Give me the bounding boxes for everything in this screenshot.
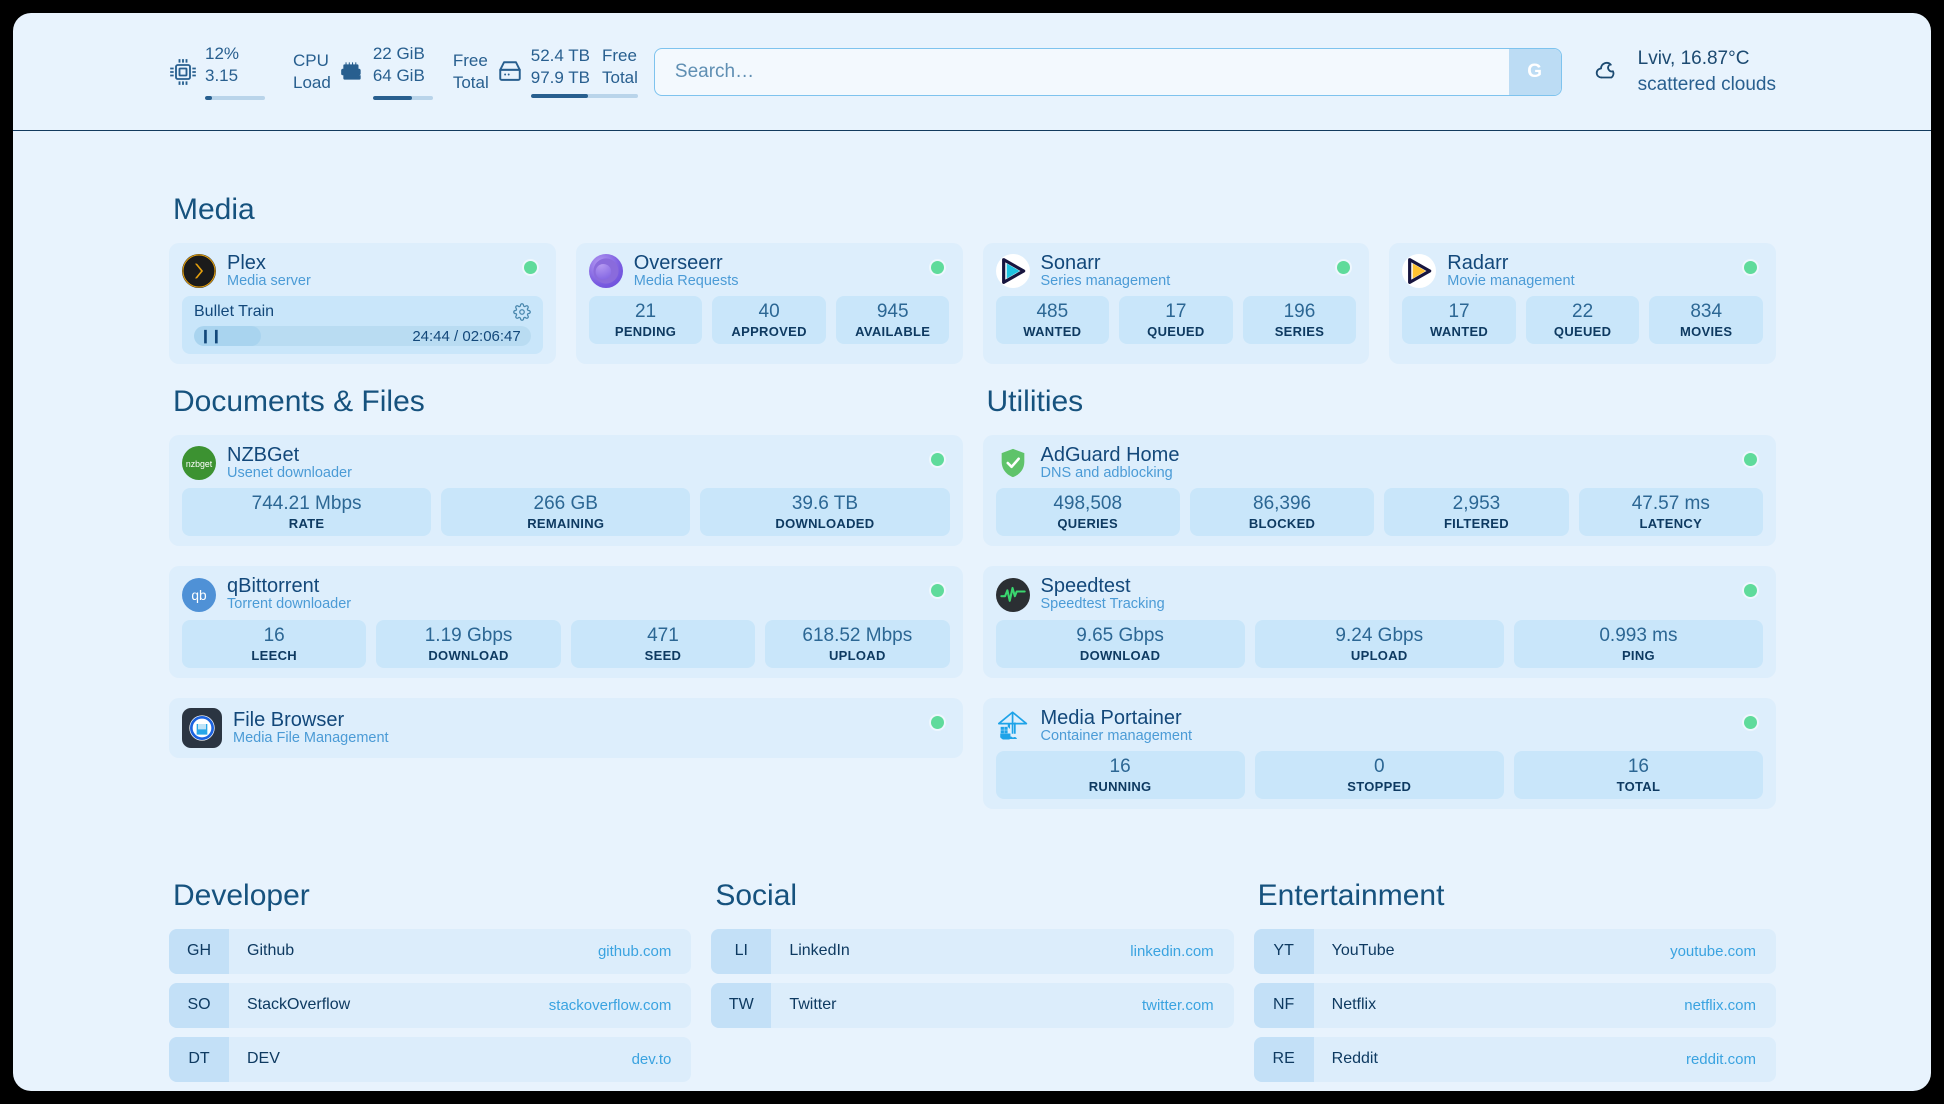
svg-text:qb: qb: [191, 588, 207, 603]
svg-text:nzbget: nzbget: [186, 459, 213, 469]
